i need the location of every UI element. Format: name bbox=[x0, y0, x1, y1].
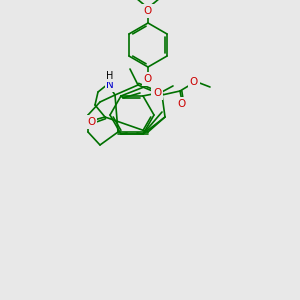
Text: O: O bbox=[144, 74, 152, 84]
Text: O: O bbox=[190, 77, 198, 87]
Text: H: H bbox=[106, 71, 114, 81]
Text: O: O bbox=[144, 6, 152, 16]
Text: O: O bbox=[178, 99, 186, 109]
Text: N: N bbox=[106, 80, 114, 90]
Text: O: O bbox=[87, 117, 95, 127]
Text: O: O bbox=[153, 88, 161, 98]
